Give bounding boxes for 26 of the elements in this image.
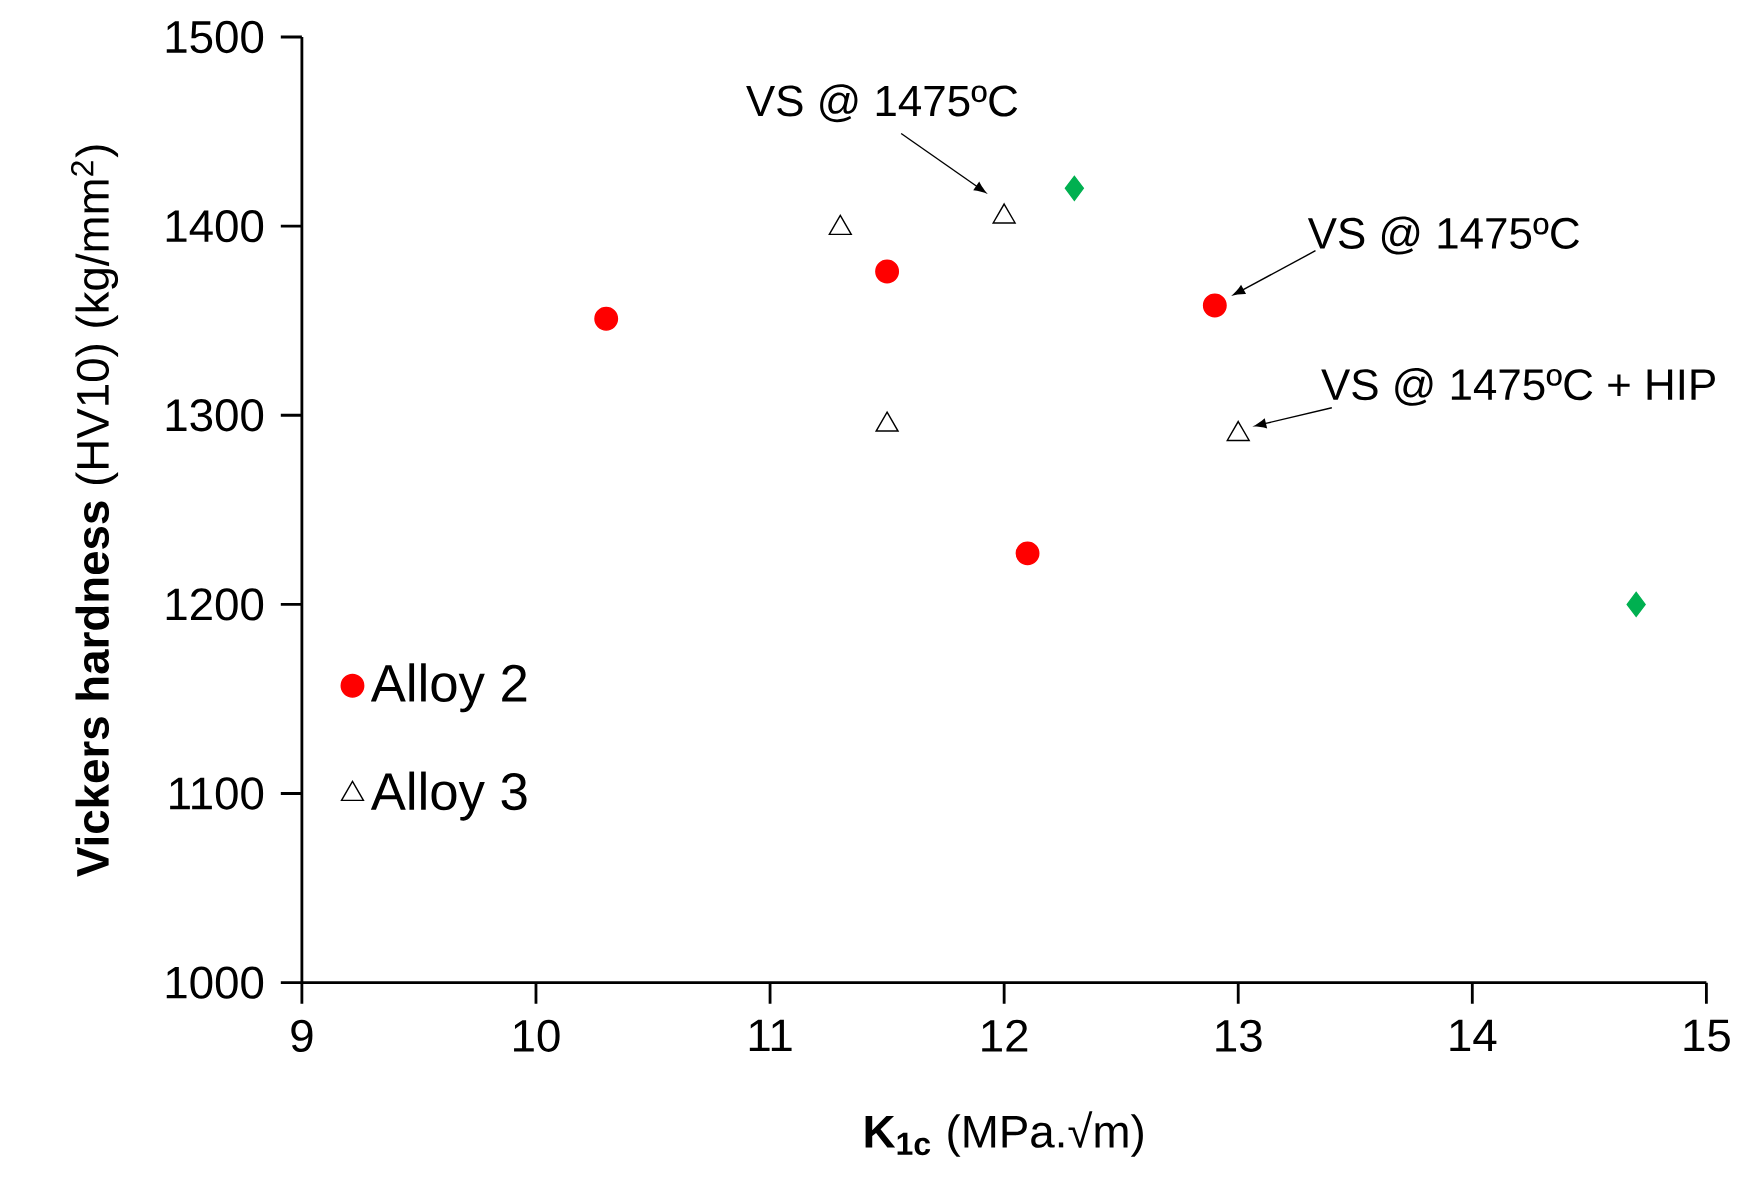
legend-label: Alloy 3 [370,771,527,821]
legend-label: Alloy 2 [370,663,527,713]
y-tick-label: 1400 [166,210,264,243]
x-tick-label: 12 [982,1019,1028,1052]
annotation: VS @ 1475ºC + HIP [1321,368,1715,407]
y-axis-title: Vickers hardness (HV10) (kg/mm$^{2}$) [70,145,119,877]
x-tick-label: 10 [514,1019,560,1053]
y-tick-label: 1100 [170,777,264,810]
x-tick-label: 13 [1216,1019,1262,1053]
y-tick-label: 1200 [166,588,264,621]
y-tick-label: 1500 [166,21,264,54]
x-tick-label: 9 [291,1019,313,1053]
text: K$_{1c}$ (MPa.√m) [865,1111,1143,1158]
point [594,307,619,331]
point [1015,541,1040,566]
point [1626,591,1646,618]
point [1064,175,1085,202]
y-tick-label: 1300 [166,399,264,432]
x-tick-label: 14 [1450,1019,1497,1052]
y-tick-label: 1000 [166,966,264,1000]
x-tick-label: 15 [1684,1019,1730,1052]
point [1202,293,1227,318]
x-tick-label: 11 [749,1019,792,1052]
point [875,259,900,284]
annotation: VS @ 1475ºC [1307,216,1579,255]
annotation: VS @ 1475ºC [746,84,1018,123]
